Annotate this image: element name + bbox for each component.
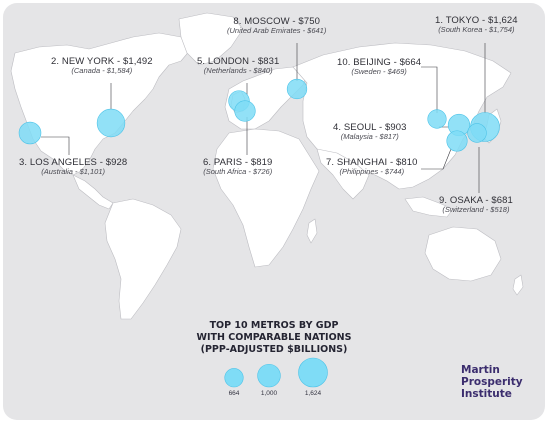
bubble-los-angeles xyxy=(18,121,42,145)
north-america-landmass xyxy=(10,32,192,176)
map-canvas xyxy=(10,12,524,388)
legend-title-line-1: TOP 10 METROS BY GDP xyxy=(209,320,339,331)
south-asia-landmass xyxy=(316,148,370,200)
australia-landmass xyxy=(424,226,502,282)
label-paris: 6. PARIS - $819 (South Africa - $726) xyxy=(203,157,273,177)
paris-rank-label: 6. PARIS - $819 xyxy=(203,157,273,168)
paris-comparable: (South Africa - $726) xyxy=(203,167,273,177)
new-york-comparable: (Canada - $1,584) xyxy=(71,66,133,76)
africa-landmass xyxy=(212,128,320,268)
brand-line-1: Martin xyxy=(461,364,500,376)
legend-value-medium: 1,000 xyxy=(260,390,278,397)
leader-lines xyxy=(41,43,486,193)
leader-line-los-angeles xyxy=(41,136,70,155)
label-new-york: 2. NEW YORK - $1,492 (Canada - $1,584) xyxy=(51,56,153,76)
label-moscow: 8. MOSCOW - $750 (United Arab Emirates -… xyxy=(227,16,327,36)
central-america-landmass xyxy=(72,174,114,210)
bubble-shanghai xyxy=(446,130,468,152)
label-seoul: 4. SEOUL - $903 (Malaysia - $817) xyxy=(333,122,407,142)
label-los-angeles: 3. LOS ANGELES - $928 (Australia - $1,10… xyxy=(19,157,128,177)
legend-title-line-2: WITH COMPARABLE NATIONS xyxy=(196,332,352,343)
los-angeles-rank-label: 3. LOS ANGELES - $928 xyxy=(19,157,128,168)
world-map: 1. TOKYO - $1,624 (South Korea - $1,754)… xyxy=(3,3,545,420)
moscow-rank-label: 8. MOSCOW - $750 xyxy=(233,16,320,27)
south-america-landmass xyxy=(104,198,182,320)
label-osaka: 9. OSAKA - $681 (Switzerland - $518) xyxy=(439,195,513,215)
legend-title: TOP 10 METROS BY GDP WITH COMPARABLE NAT… xyxy=(3,320,545,356)
legend-bubble-small xyxy=(224,368,244,388)
tokyo-comparable: (South Korea - $1,754) xyxy=(438,25,515,35)
london-comparable: (Netherlands - $840) xyxy=(203,66,273,76)
beijing-rank-label: 10. BEIJING - $664 xyxy=(337,57,422,68)
bubble-osaka xyxy=(467,123,487,143)
label-beijing: 10. BEIJING - $664 (Sweden - $469) xyxy=(337,57,422,77)
legend-value-large: 1,624 xyxy=(304,390,322,397)
city-bubbles xyxy=(18,78,500,152)
bubble-moscow xyxy=(286,78,308,100)
new-york-rank-label: 2. NEW YORK - $1,492 xyxy=(51,56,153,67)
brand-line-2: Prosperity xyxy=(461,376,523,388)
london-rank-label: 5. LONDON - $831 xyxy=(197,56,280,67)
legend-bubbles xyxy=(224,357,328,388)
greenland-landmass xyxy=(178,12,244,66)
leader-line-beijing xyxy=(421,66,438,113)
label-london: 5. LONDON - $831 (Netherlands - $840) xyxy=(197,56,280,76)
madagascar-landmass xyxy=(306,218,318,244)
seoul-comparable: (Malaysia - $817) xyxy=(340,132,399,142)
osaka-rank-label: 9. OSAKA - $681 xyxy=(439,195,513,206)
bubble-beijing xyxy=(427,109,447,129)
legend-title-line-3: (PPP-ADJUSTED $BILLIONS) xyxy=(200,344,348,355)
legend-bubble-medium xyxy=(257,363,281,388)
label-shanghai: 7. SHANGHAI - $810 (Philippines - $744) xyxy=(326,157,418,177)
label-tokyo: 1. TOKYO - $1,624 (South Korea - $1,754) xyxy=(435,15,518,35)
osaka-comparable: (Switzerland - $518) xyxy=(442,205,510,215)
shanghai-comparable: (Philippines - $744) xyxy=(339,167,405,177)
bubble-new-york xyxy=(96,108,126,138)
leader-line-shanghai xyxy=(421,148,452,170)
new-zealand-landmass xyxy=(512,274,524,296)
los-angeles-comparable: (Australia - $1,101) xyxy=(41,167,106,177)
tokyo-rank-label: 1. TOKYO - $1,624 xyxy=(435,15,518,26)
moscow-comparable: (United Arab Emirates - $641) xyxy=(227,26,327,36)
bubble-paris xyxy=(234,100,256,122)
beijing-comparable: (Sweden - $469) xyxy=(351,67,407,77)
seoul-rank-label: 4. SEOUL - $903 xyxy=(333,122,407,133)
legend-bubble-large xyxy=(298,357,328,388)
shanghai-rank-label: 7. SHANGHAI - $810 xyxy=(326,157,418,168)
martin-prosperity-institute-logo: Martin Prosperity Institute xyxy=(461,364,523,400)
brand-line-3: Institute xyxy=(461,388,512,400)
southeast-asia-islands xyxy=(404,196,454,218)
legend-value-small: 664 xyxy=(228,390,240,397)
